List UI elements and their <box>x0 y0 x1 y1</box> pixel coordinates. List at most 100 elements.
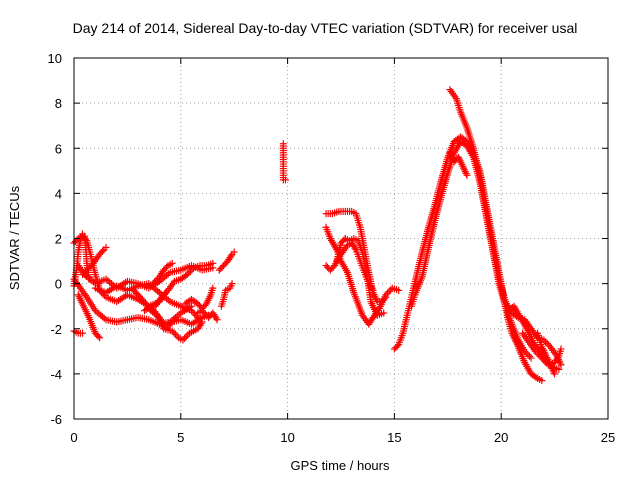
data-track <box>322 223 403 328</box>
data-point <box>198 318 206 326</box>
data-point <box>201 310 209 318</box>
data-point <box>536 352 544 360</box>
data-point <box>86 263 94 271</box>
data-point <box>524 351 532 359</box>
y-axis-ticks: -6 -4 -2 0 2 4 6 8 10 <box>48 51 608 427</box>
data-point <box>183 271 191 279</box>
data-point <box>281 176 289 184</box>
data-point <box>152 276 160 284</box>
y-tick-label: 2 <box>55 232 62 247</box>
chart-title: Day 214 of 2014, Sidereal Day-to-day VTE… <box>73 20 578 36</box>
data-point <box>200 308 208 316</box>
data-point <box>533 349 541 357</box>
y-tick-label: -4 <box>50 367 62 382</box>
data-point <box>543 339 551 347</box>
y-tick-label: 6 <box>55 141 62 156</box>
data-point <box>188 266 196 274</box>
data-point <box>84 264 92 272</box>
data-point <box>182 333 190 341</box>
data-point <box>186 267 194 275</box>
data-point <box>209 259 217 267</box>
data-point <box>81 268 89 276</box>
data-track <box>446 149 471 179</box>
data-point <box>526 352 534 360</box>
data-point <box>161 290 169 298</box>
x-tick-label: 25 <box>601 430 615 445</box>
data-point <box>382 293 390 301</box>
data-point <box>387 286 395 294</box>
data-point <box>557 345 565 353</box>
data-point <box>179 336 187 344</box>
data-point <box>96 334 104 342</box>
x-axis-ticks: 0 5 10 15 20 25 <box>70 58 615 445</box>
data-point <box>185 269 193 277</box>
y-tick-label: 10 <box>48 51 62 66</box>
data-track <box>194 307 221 324</box>
data-point <box>380 295 388 303</box>
data-point <box>551 370 559 378</box>
data-track <box>151 259 217 310</box>
data-point <box>380 309 388 317</box>
data-point <box>168 327 176 335</box>
data-point <box>209 284 217 292</box>
x-tick-label: 5 <box>177 430 184 445</box>
data-track <box>217 280 236 310</box>
data-point <box>554 354 562 362</box>
data-point <box>531 347 539 355</box>
data-point <box>228 280 236 288</box>
data-point <box>102 244 110 252</box>
data-point <box>149 280 157 288</box>
data-point <box>170 329 178 337</box>
data-track <box>279 140 289 184</box>
data-point <box>555 365 563 373</box>
data-point <box>171 330 179 338</box>
data-point <box>191 310 199 318</box>
data-track <box>215 248 238 274</box>
data-point <box>81 235 89 243</box>
data-track <box>333 235 388 319</box>
data-point <box>393 342 401 350</box>
data-track <box>446 86 565 369</box>
data-point <box>83 266 91 274</box>
data-point <box>535 351 543 359</box>
data-point <box>151 278 159 286</box>
x-tick-label: 0 <box>70 430 77 445</box>
data-point <box>227 252 235 260</box>
data-track <box>407 137 535 362</box>
data-point <box>187 307 195 315</box>
x-tick-label: 20 <box>494 430 508 445</box>
data-point <box>522 349 530 357</box>
data-point <box>98 247 106 255</box>
data-point <box>165 321 173 329</box>
y-tick-label: -6 <box>50 412 62 427</box>
data-point <box>463 171 471 179</box>
x-tick-label: 10 <box>280 430 294 445</box>
data-point <box>167 320 175 328</box>
y-tick-label: 4 <box>55 186 62 201</box>
data-point <box>532 373 540 381</box>
data-point <box>159 291 167 299</box>
grid <box>74 58 608 419</box>
data-track <box>79 244 110 279</box>
x-tick-label: 15 <box>387 430 401 445</box>
data-point <box>383 289 391 297</box>
data-point <box>184 331 192 339</box>
x-axis-label: GPS time / hours <box>291 458 390 473</box>
data-track <box>149 259 176 288</box>
data-series-sdtvar <box>70 86 565 385</box>
data-point <box>527 354 535 362</box>
data-point <box>385 288 393 296</box>
data-point <box>163 263 171 271</box>
data-point <box>213 316 221 324</box>
data-track <box>74 291 104 342</box>
data-point <box>168 259 176 267</box>
data-point <box>173 332 181 340</box>
data-point <box>198 307 206 315</box>
y-tick-label: 0 <box>55 277 62 292</box>
data-point <box>395 286 403 294</box>
data-point <box>230 248 238 256</box>
y-axis-label: SDTVAR / TECUs <box>7 185 22 290</box>
data-point <box>521 347 529 355</box>
y-tick-label: 8 <box>55 96 62 111</box>
